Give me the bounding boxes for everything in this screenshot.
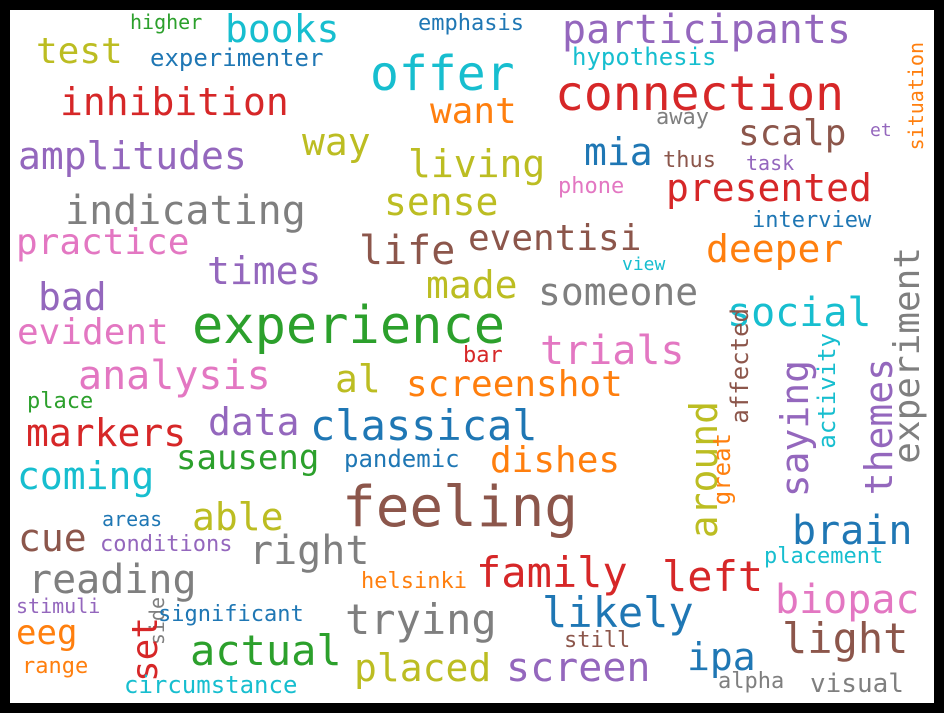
word-hypothesis: hypothesis: [572, 43, 717, 71]
word-books: books: [225, 10, 340, 51]
word-feeling: feeling: [342, 475, 579, 540]
word-eeg: eeg: [16, 613, 78, 653]
word-times: times: [207, 249, 322, 293]
word-cue: cue: [18, 516, 87, 560]
word-data: data: [208, 400, 300, 444]
word-deeper: deeper: [706, 227, 844, 271]
word-areas: areas: [102, 507, 163, 531]
word-higher: higher: [130, 10, 203, 34]
word-offer: offer: [370, 46, 515, 102]
word-analysis: analysis: [78, 353, 271, 399]
word-saying: saying: [773, 360, 817, 498]
word-bad: bad: [38, 275, 107, 319]
word-activity: activity: [813, 333, 841, 449]
word-themes: themes: [857, 358, 901, 496]
word-want: want: [430, 91, 517, 132]
word-visual: visual: [810, 669, 904, 699]
word-practice: practice: [16, 222, 190, 263]
word-conditions: conditions: [100, 532, 233, 557]
word-brain: brain: [792, 508, 913, 554]
word-reading: reading: [28, 557, 197, 603]
word-away: away: [656, 105, 709, 130]
word-interview: interview: [752, 208, 872, 233]
word-participants: participants: [562, 10, 851, 53]
word-living: living: [408, 142, 546, 186]
word-cloud: experience feeling connection offer particip…: [10, 10, 934, 703]
word-circumstance: circumstance: [124, 671, 298, 699]
word-emphasis: emphasis: [418, 11, 524, 36]
word-great: great: [708, 433, 736, 506]
word-al: al: [335, 357, 381, 401]
word-screenshot: screenshot: [406, 364, 623, 405]
word-coming: coming: [17, 454, 155, 498]
word-actual: actual: [190, 626, 342, 675]
word-able: able: [192, 495, 284, 539]
word-phone: phone: [558, 174, 625, 199]
word-someone: someone: [538, 270, 699, 314]
word-ipa: ipa: [687, 635, 756, 679]
word-mia: mia: [584, 130, 653, 174]
word-markers: markers: [26, 411, 187, 455]
word-test: test: [36, 31, 123, 72]
word-light: light: [782, 614, 909, 663]
word-indicating: indicating: [65, 188, 306, 234]
word-eventisi: eventisi: [468, 218, 642, 259]
word-pandemic: pandemic: [344, 445, 460, 473]
word-amplitudes: amplitudes: [18, 134, 247, 178]
word-situation: situation: [904, 42, 928, 151]
word-way: way: [302, 120, 371, 164]
word-left: left: [662, 552, 764, 601]
word-placed: placed: [354, 646, 492, 690]
word-evident: evident: [17, 312, 169, 353]
word-placement: placement: [764, 544, 884, 569]
word-presented: presented: [666, 166, 872, 210]
word-sense: sense: [384, 180, 499, 224]
word-likely: likely: [542, 588, 694, 637]
word-dishes: dishes: [490, 440, 621, 481]
word-trials: trials: [540, 328, 685, 374]
word-thus: thus: [663, 148, 716, 173]
word-affected: affected: [726, 308, 754, 424]
word-sauseng: sauseng: [176, 438, 320, 478]
word-biopac: biopac: [775, 577, 920, 623]
word-life: life: [359, 228, 456, 274]
word-family: family: [476, 548, 628, 597]
word-experience: experience: [192, 296, 506, 356]
word-view: view: [622, 254, 666, 275]
word-significant: significant: [158, 602, 304, 627]
word-screen: screen: [506, 645, 651, 691]
word-helsinki: helsinki: [361, 569, 467, 594]
word-stimuli: stimuli: [16, 594, 101, 618]
word-trying: trying: [345, 595, 497, 644]
word-classical: classical: [310, 401, 538, 450]
word-alpha: alpha: [718, 669, 785, 694]
word-connection: connection: [555, 66, 844, 122]
word-scalp: scalp: [738, 113, 847, 154]
word-place: place: [27, 389, 94, 414]
word-bar: bar: [463, 343, 503, 368]
word-experimenter: experimenter: [150, 44, 324, 72]
word-inhibition: inhibition: [60, 80, 289, 124]
word-made: made: [426, 263, 518, 307]
word-et: et: [870, 120, 892, 141]
word-range: range: [22, 654, 89, 679]
word-right: right: [249, 528, 370, 574]
word-social: social: [727, 290, 872, 336]
word-still: still: [564, 628, 631, 653]
word-task: task: [746, 151, 795, 175]
